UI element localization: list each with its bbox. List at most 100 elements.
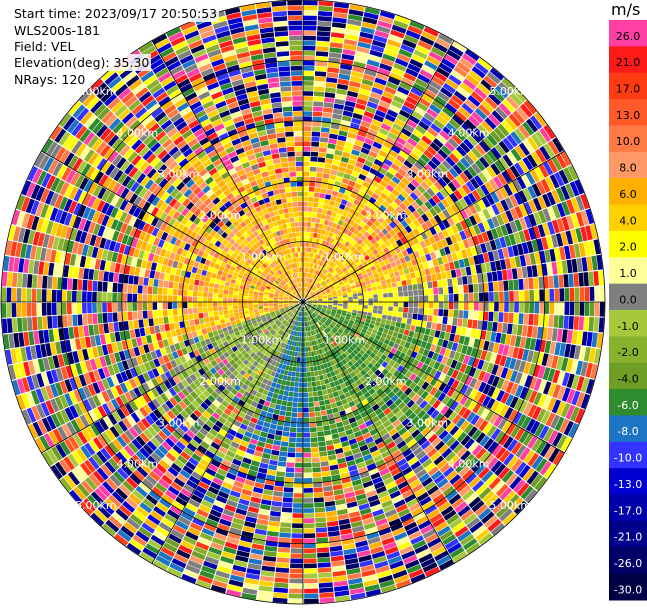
velocity-bin (475, 264, 482, 274)
velocity-bin (304, 262, 307, 267)
velocity-bin (542, 208, 552, 222)
velocity-bin (303, 176, 310, 182)
velocity-bin (341, 288, 347, 292)
velocity-bin (396, 223, 405, 231)
velocity-bin (545, 412, 556, 427)
velocity-bin (387, 205, 395, 213)
velocity-bin (427, 160, 438, 170)
velocity-bin (315, 416, 322, 422)
velocity-bin (303, 151, 311, 157)
velocity-bin (556, 356, 564, 370)
velocity-bin (311, 447, 319, 453)
velocity-bin (439, 248, 446, 257)
velocity-bin (311, 452, 320, 458)
velocity-bin (384, 356, 392, 364)
velocity-bin (383, 338, 390, 345)
velocity-bin (467, 95, 481, 107)
velocity-bin (331, 233, 337, 240)
velocity-bin (353, 235, 360, 242)
velocity-bin (451, 134, 463, 145)
velocity-bin (524, 302, 529, 313)
velocity-bin (590, 363, 598, 379)
velocity-bin (404, 362, 412, 370)
velocity-bin (315, 276, 320, 281)
velocity-bin (326, 388, 333, 394)
velocity-bin (335, 266, 340, 272)
velocity-bin (288, 366, 293, 372)
velocity-bin (516, 267, 523, 279)
velocity-bin (317, 303, 323, 305)
velocity-bin (396, 381, 405, 389)
velocity-bin (320, 290, 326, 294)
velocity-bin (491, 89, 505, 102)
velocity-bin (536, 326, 543, 339)
velocity-bin (410, 351, 418, 359)
velocity-bin (333, 327, 338, 332)
velocity-bin (314, 81, 326, 87)
velocity-bin (321, 183, 328, 189)
velocity-bin (333, 318, 339, 322)
velocity-bin (578, 346, 586, 361)
velocity-bin (321, 250, 326, 256)
velocity-bin (455, 392, 464, 403)
velocity-bin (353, 277, 359, 282)
velocity-bin (310, 371, 315, 377)
velocity-bin (328, 530, 340, 537)
velocity-bin (359, 278, 365, 284)
velocity-bin (325, 505, 336, 512)
velocity-bin (485, 351, 493, 362)
velocity-bin (385, 334, 392, 341)
velocity-bin (335, 323, 341, 329)
velocity-bin (374, 334, 381, 341)
velocity-bin (411, 201, 420, 210)
velocity-bin (343, 105, 355, 113)
velocity-bin (316, 283, 321, 288)
velocity-bin (370, 231, 378, 238)
velocity-bin (297, 412, 303, 418)
velocity-bin (486, 218, 495, 230)
velocity-bin (276, 399, 283, 405)
velocity-bin (534, 289, 540, 302)
velocity-bin (433, 361, 441, 370)
velocity-bin (433, 389, 442, 399)
velocity-bin (359, 88, 371, 96)
velocity-bin (574, 179, 585, 195)
velocity-bin (395, 276, 401, 282)
velocity-bin (473, 311, 479, 320)
velocity-bin (457, 126, 470, 138)
velocity-bin (549, 174, 560, 189)
velocity-bin (303, 347, 306, 352)
velocity-bin (428, 359, 436, 368)
velocity-bin (303, 106, 313, 111)
velocity-bin (303, 472, 313, 478)
velocity-bin (304, 583, 318, 589)
velocity-bin (350, 192, 358, 199)
velocity-bin (278, 415, 285, 421)
velocity-bin (459, 57, 474, 70)
velocity-bin (459, 82, 473, 95)
velocity-bin (501, 469, 514, 483)
velocity-bin (403, 329, 410, 336)
velocity-bin (423, 149, 434, 160)
velocity-bin (367, 234, 374, 242)
velocity-bin (448, 167, 459, 178)
velocity-bin (374, 136, 385, 145)
velocity-bin (421, 320, 427, 328)
velocity-bin (387, 287, 393, 293)
velocity-bin (318, 441, 326, 447)
velocity-bin (452, 149, 463, 160)
velocity-bin (319, 313, 324, 317)
velocity-bin (478, 292, 484, 302)
velocity-bin (415, 143, 426, 153)
velocity-bin (494, 302, 499, 312)
velocity-bin (493, 281, 499, 292)
velocity-bin (397, 264, 403, 271)
velocity-bin (418, 249, 425, 257)
velocity-bin (327, 281, 333, 286)
velocity-bin (308, 273, 311, 278)
velocity-bin (362, 216, 369, 224)
velocity-bin (313, 197, 320, 203)
velocity-bin (501, 120, 514, 134)
velocity-bin (418, 139, 429, 149)
velocity-bin (479, 435, 490, 447)
